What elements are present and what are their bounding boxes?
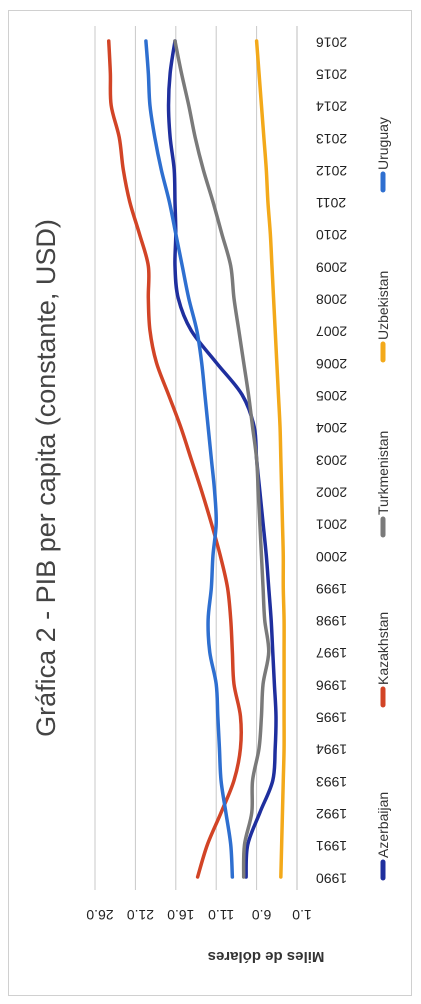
x-tick-label: 1999 <box>316 581 347 597</box>
y-tick-group: 21.0 <box>127 907 154 923</box>
series-line-turkmenistan <box>173 39 271 879</box>
legend: Azerbaijan Kazakhstan Turkmenistan Uzbekist… <box>375 117 391 881</box>
x-tick-label: 2002 <box>316 484 347 500</box>
x-tick-label: 1990 <box>316 870 347 886</box>
y-tick-labels: 1.0 6.0 11.0 16.0 21.0 26.0 <box>86 907 312 923</box>
y-tick-group: 1.0 <box>292 907 312 923</box>
x-tick-group: 2007 <box>316 324 347 340</box>
x-tick-group: 2009 <box>316 259 347 275</box>
chart-title-group: Gráfica 2 - PIB per capita (constante, U… <box>31 219 61 737</box>
x-tick-label: 2015 <box>316 66 347 82</box>
y-tick-label: 6.0 <box>252 907 272 923</box>
x-tick-group: 2014 <box>316 99 347 115</box>
legend-label: Uruguay <box>375 117 391 170</box>
x-tick-label: 2007 <box>316 324 347 340</box>
y-tick-label: 1.0 <box>292 907 312 923</box>
x-tick-group: 1994 <box>316 742 347 758</box>
series-lines <box>106 39 286 879</box>
x-tick-group: 1996 <box>316 677 347 693</box>
series-line-uzbekistan <box>254 39 286 879</box>
x-tick-group: 1990 <box>316 870 347 886</box>
x-tick-label: 2011 <box>316 195 346 211</box>
x-tick-group: 2000 <box>316 549 347 565</box>
x-tick-group: 2012 <box>316 163 347 179</box>
y-tick-label: 11.0 <box>208 907 234 923</box>
y-tick-group: 6.0 <box>252 907 272 923</box>
x-tick-label: 2000 <box>316 549 347 565</box>
x-tick-group: 2016 <box>316 34 347 50</box>
x-tick-labels: 1990 1991 1992 1993 1994 1995 1996 1997 1998 1999… <box>316 34 347 886</box>
chart-title: Gráfica 2 - PIB per capita (constante, U… <box>31 219 61 737</box>
x-tick-label: 2008 <box>316 292 347 308</box>
x-tick-label: 1992 <box>316 806 347 822</box>
legend-label: Uzbekistan <box>375 271 391 340</box>
y-tick-label: 21.0 <box>127 907 154 923</box>
y-tick-group: 11.0 <box>208 907 234 923</box>
legend-item-uzbekistan: Uzbekistan <box>375 271 391 363</box>
legend-item-uruguay: Uruguay <box>375 117 391 193</box>
legend-label: Azerbaijan <box>375 792 391 858</box>
y-axis-label: Miles de dólares <box>208 948 325 965</box>
legend-label: Turkmenistan <box>375 431 391 515</box>
x-tick-group: 2005 <box>316 388 347 404</box>
gridlines <box>94 26 298 890</box>
x-tick-group: 2001 <box>316 517 347 533</box>
x-tick-group: 1995 <box>316 710 347 726</box>
x-tick-group: 2008 <box>316 292 347 308</box>
x-tick-label: 2006 <box>316 356 347 372</box>
x-tick-label: 2014 <box>316 99 347 115</box>
y-tick-label: 16.0 <box>167 907 194 923</box>
x-tick-group: 1998 <box>316 613 347 629</box>
x-tick-group: 1999 <box>316 581 347 597</box>
legend-item-turkmenistan: Turkmenistan <box>375 431 391 538</box>
y-tick-label: 26.0 <box>86 907 113 923</box>
x-tick-label: 2009 <box>316 259 347 275</box>
x-tick-group: 2011 <box>316 195 346 211</box>
legend-item-kazakhstan: Kazakhstan <box>375 612 391 708</box>
x-tick-label: 1994 <box>316 742 347 758</box>
x-tick-group: 2010 <box>316 227 347 243</box>
x-tick-label: 1991 <box>316 838 347 854</box>
x-tick-group: 2015 <box>316 66 347 82</box>
x-tick-label: 2010 <box>316 227 347 243</box>
y-tick-group: 26.0 <box>86 907 113 923</box>
x-tick-label: 1998 <box>316 613 347 629</box>
x-tick-label: 1995 <box>316 710 347 726</box>
x-tick-label: 1993 <box>316 774 347 790</box>
x-tick-group: 1991 <box>316 838 347 854</box>
x-tick-label: 2012 <box>316 163 347 179</box>
x-tick-group: 2002 <box>316 484 347 500</box>
series-line-kazakhstan <box>106 39 243 879</box>
x-tick-label: 2005 <box>316 388 347 404</box>
x-tick-label: 1996 <box>316 677 347 693</box>
chart-frame <box>8 10 412 996</box>
x-tick-label: 2001 <box>316 517 347 533</box>
x-tick-group: 2003 <box>316 452 347 468</box>
x-tick-group: 2013 <box>316 131 347 147</box>
x-tick-label: 1997 <box>316 645 347 661</box>
x-tick-label: 2003 <box>316 452 347 468</box>
series-line-uruguay <box>144 39 235 879</box>
x-tick-group: 2004 <box>316 420 347 436</box>
legend-item-azerbaijan: Azerbaijan <box>375 792 391 881</box>
x-tick-label: 2004 <box>316 420 347 436</box>
x-tick-label: 2013 <box>316 131 347 147</box>
y-tick-group: 16.0 <box>167 907 194 923</box>
y-axis-label-group: Miles de dólares <box>208 948 325 965</box>
x-tick-group: 1997 <box>316 645 347 661</box>
x-tick-group: 1992 <box>316 806 347 822</box>
x-tick-label: 2016 <box>316 34 347 50</box>
x-tick-group: 1993 <box>316 774 347 790</box>
x-tick-group: 2006 <box>316 356 347 372</box>
legend-label: Kazakhstan <box>375 612 391 685</box>
